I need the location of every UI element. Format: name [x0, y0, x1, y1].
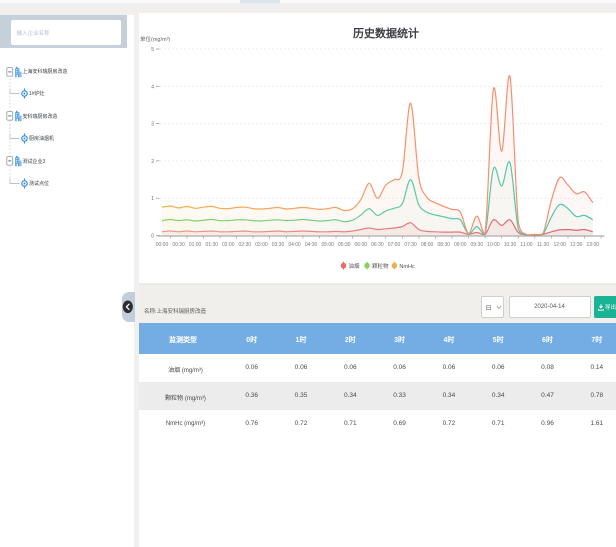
svg-text:12:30: 12:30 [570, 242, 583, 248]
svg-text:2: 2 [151, 159, 154, 165]
svg-text:04:00: 04:00 [288, 242, 301, 248]
svg-text:06:30: 06:30 [371, 242, 384, 248]
svg-text:10:30: 10:30 [504, 242, 517, 248]
svg-text:07:30: 07:30 [404, 242, 417, 248]
svg-text:4: 4 [151, 84, 154, 90]
svg-text:05:30: 05:30 [338, 242, 351, 248]
svg-text:3: 3 [151, 122, 154, 128]
svg-text:11:00: 11:00 [520, 242, 532, 248]
svg-text:11:30: 11:30 [537, 242, 549, 248]
svg-text:02:30: 02:30 [239, 242, 252, 248]
svg-text:06:00: 06:00 [355, 242, 368, 248]
svg-text:油烟: 油烟 [349, 262, 361, 270]
svg-text:08:30: 08:30 [437, 242, 450, 248]
svg-text:03:30: 03:30 [272, 242, 285, 248]
svg-text:00:00: 00:00 [156, 242, 169, 248]
svg-text:05:00: 05:00 [321, 242, 334, 248]
svg-text:09:00: 09:00 [454, 242, 467, 248]
svg-text:01:00: 01:00 [189, 242, 202, 248]
svg-text:00:30: 00:30 [172, 242, 185, 248]
svg-text:NmHc: NmHc [399, 264, 415, 270]
svg-text:0: 0 [151, 234, 154, 240]
svg-text:04:30: 04:30 [305, 242, 318, 248]
svg-text:单位(mg/m³): 单位(mg/m³) [140, 35, 170, 43]
svg-text:09:30: 09:30 [471, 242, 484, 248]
svg-text:03:00: 03:00 [255, 242, 268, 248]
svg-text:1: 1 [151, 196, 154, 202]
svg-text:13:00: 13:00 [587, 242, 600, 248]
svg-text:08:00: 08:00 [421, 242, 434, 248]
svg-text:02:00: 02:00 [222, 242, 235, 248]
svg-text:颗粒物: 颗粒物 [372, 262, 389, 270]
svg-text:历史数据统计: 历史数据统计 [353, 26, 419, 40]
svg-text:01:30: 01:30 [205, 242, 218, 248]
svg-text:5: 5 [151, 47, 154, 53]
svg-text:10:00: 10:00 [487, 242, 500, 248]
svg-text:07:00: 07:00 [388, 242, 401, 248]
svg-text:12:00: 12:00 [553, 242, 566, 248]
